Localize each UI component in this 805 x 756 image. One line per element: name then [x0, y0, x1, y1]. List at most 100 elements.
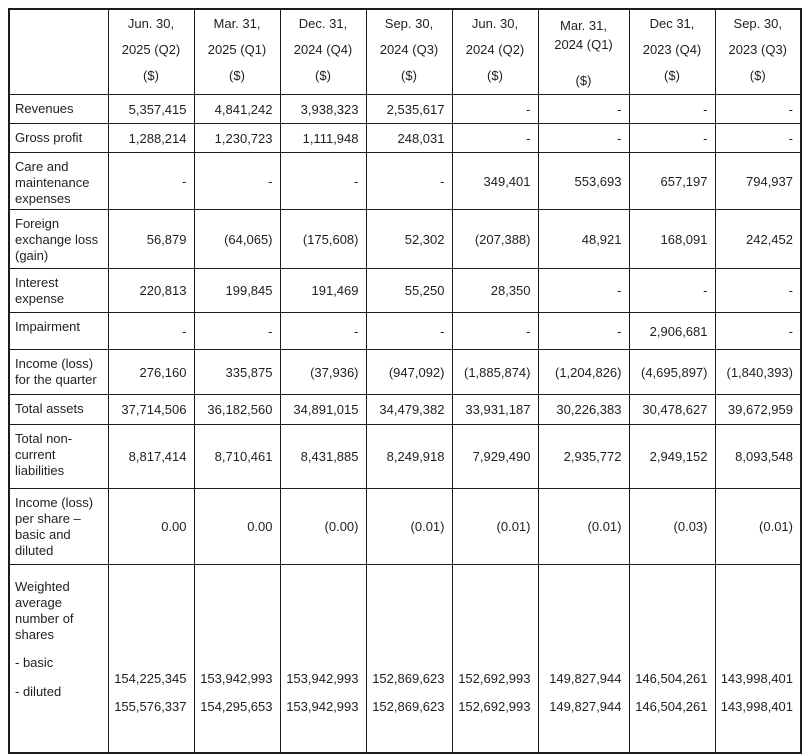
column-header-line: Dec. 31,	[298, 16, 348, 31]
column-header: Sep. 30, 2024 (Q3) ($)	[365, 8, 453, 95]
row-label: Weighted average number of shares - basic…	[8, 564, 109, 753]
shares-sub-label: - basic	[15, 655, 54, 670]
column-header: Jun. 30, 2025 (Q2) ($)	[107, 8, 195, 95]
data-cell: 149,827,944 149,827,944	[537, 564, 630, 753]
data-cell: -	[714, 123, 802, 153]
data-cell: (37,936)	[279, 349, 367, 395]
data-cell: -	[537, 268, 630, 313]
data-cell: 56,879	[107, 209, 195, 269]
data-cell: 2,949,152	[628, 424, 716, 489]
data-cell: 152,869,623 152,869,623	[365, 564, 453, 753]
data-cell: (175,608)	[279, 209, 367, 269]
column-header: Mar. 31, 2025 (Q1) ($)	[193, 8, 281, 95]
quarterly-financials-table: Jun. 30, 2025 (Q2) ($) Mar. 31, 2025 (Q1) ($)…	[8, 8, 802, 754]
data-cell: 152,692,993 152,692,993	[451, 564, 539, 753]
column-header-line: 2024 (Q3)	[379, 42, 439, 57]
table-row: Total non-current liabilities 8,817,414 8,…	[8, 424, 802, 489]
shares-diluted-value: 146,504,261	[635, 699, 708, 714]
data-cell: 1,111,948	[279, 123, 367, 153]
data-cell: (0.03)	[628, 488, 716, 565]
data-cell: 143,998,401 143,998,401	[714, 564, 802, 753]
data-cell: (0.00)	[279, 488, 367, 565]
data-cell: -	[279, 312, 367, 350]
data-cell: 0.00	[193, 488, 281, 565]
column-header-line: ($)	[664, 68, 680, 83]
column-header-line: Mar. 31,	[560, 18, 607, 33]
shares-diluted-value: 152,692,993	[458, 699, 531, 714]
data-cell: -	[537, 123, 630, 153]
data-cell: -	[365, 152, 453, 210]
column-header-line: Jun. 30,	[471, 16, 519, 31]
data-cell: 4,841,242	[193, 94, 281, 124]
data-cell: -	[193, 152, 281, 210]
row-label: Revenues	[8, 94, 109, 124]
data-cell: -	[714, 312, 802, 350]
column-header-line: ($)	[487, 68, 503, 83]
table-row: Impairment - - - - - -2,906,681-	[8, 312, 802, 350]
data-cell: 7,929,490	[451, 424, 539, 489]
row-label: Care and maintenance expenses	[8, 152, 109, 210]
data-cell: 36,182,560	[193, 394, 281, 425]
table-row: Revenues 5,357,415 4,841,242 3,938,323 2,535…	[8, 94, 802, 124]
column-header-line: Dec 31,	[649, 16, 695, 31]
column-header: Mar. 31, 2024 (Q1) ($)	[537, 8, 630, 95]
data-cell: 242,452	[714, 209, 802, 269]
data-cell: 1,230,723	[193, 123, 281, 153]
data-cell: 2,906,681	[628, 312, 716, 350]
data-cell: (0.01)	[537, 488, 630, 565]
data-cell: -	[451, 94, 539, 124]
column-header-line: Mar. 31,	[213, 16, 261, 31]
data-cell: (64,065)	[193, 209, 281, 269]
data-cell: 48,921	[537, 209, 630, 269]
data-cell: 5,357,415	[107, 94, 195, 124]
table-row: Foreign exchange loss (gain) 56,879 (64,06…	[8, 209, 802, 269]
shares-diluted-value: 155,576,337	[114, 699, 187, 714]
data-cell: -	[365, 312, 453, 350]
data-cell: 28,350	[451, 268, 539, 313]
table-body: Revenues 5,357,415 4,841,242 3,938,323 2,535…	[8, 94, 802, 753]
data-cell: 39,672,959	[714, 394, 802, 425]
table-row: Total assets 37,714,506 36,182,560 34,891,0…	[8, 394, 802, 425]
column-header-line: Jun. 30,	[127, 16, 175, 31]
column-header-line: 2024 (Q4)	[293, 42, 353, 57]
column-header-line: Sep. 30,	[733, 16, 782, 31]
shares-basic-value: 152,869,623	[372, 671, 445, 686]
data-cell: 248,031	[365, 123, 453, 153]
column-header: Sep. 30, 2023 (Q3) ($)	[714, 8, 802, 95]
data-cell: (1,885,874)	[451, 349, 539, 395]
data-cell: -	[537, 94, 630, 124]
column-header-line: 2025 (Q1)	[207, 42, 267, 57]
data-cell: -	[107, 152, 195, 210]
data-cell: 34,891,015	[279, 394, 367, 425]
data-cell: 146,504,261 146,504,261	[628, 564, 716, 753]
row-label: Interest expense	[8, 268, 109, 313]
shares-basic-value: 152,692,993	[458, 671, 531, 686]
data-cell: 154,225,345 155,576,337	[107, 564, 195, 753]
data-cell: 2,535,617	[365, 94, 453, 124]
shares-basic-value: 143,998,401	[720, 671, 793, 686]
column-header-line: ($)	[749, 68, 766, 83]
shares-diluted-value: 153,942,993	[286, 699, 359, 714]
data-cell: -	[537, 312, 630, 350]
table-header: Jun. 30, 2025 (Q2) ($) Mar. 31, 2025 (Q1) ($)…	[8, 8, 802, 95]
data-cell: -	[714, 94, 802, 124]
data-cell: 335,875	[193, 349, 281, 395]
data-cell: (1,204,826)	[537, 349, 630, 395]
data-cell: 199,845	[193, 268, 281, 313]
data-cell: 553,693	[537, 152, 630, 210]
data-cell: 55,250	[365, 268, 453, 313]
data-cell: (0.01)	[451, 488, 539, 565]
table-row: Interest expense 220,813 199,845 191,469 55,…	[8, 268, 802, 313]
column-header-line: ($)	[401, 68, 417, 83]
shares-basic-value: 149,827,944	[549, 671, 622, 686]
header-row: Jun. 30, 2025 (Q2) ($) Mar. 31, 2025 (Q1) ($)…	[8, 8, 802, 95]
row-label: Gross profit	[8, 123, 109, 153]
column-header-line: ($)	[315, 68, 331, 83]
data-cell: 191,469	[279, 268, 367, 313]
data-cell: -	[628, 94, 716, 124]
data-cell: 8,710,461	[193, 424, 281, 489]
shares-title: Weighted average number of shares	[15, 579, 74, 642]
data-cell: 276,160	[107, 349, 195, 395]
data-cell: 33,931,187	[451, 394, 539, 425]
